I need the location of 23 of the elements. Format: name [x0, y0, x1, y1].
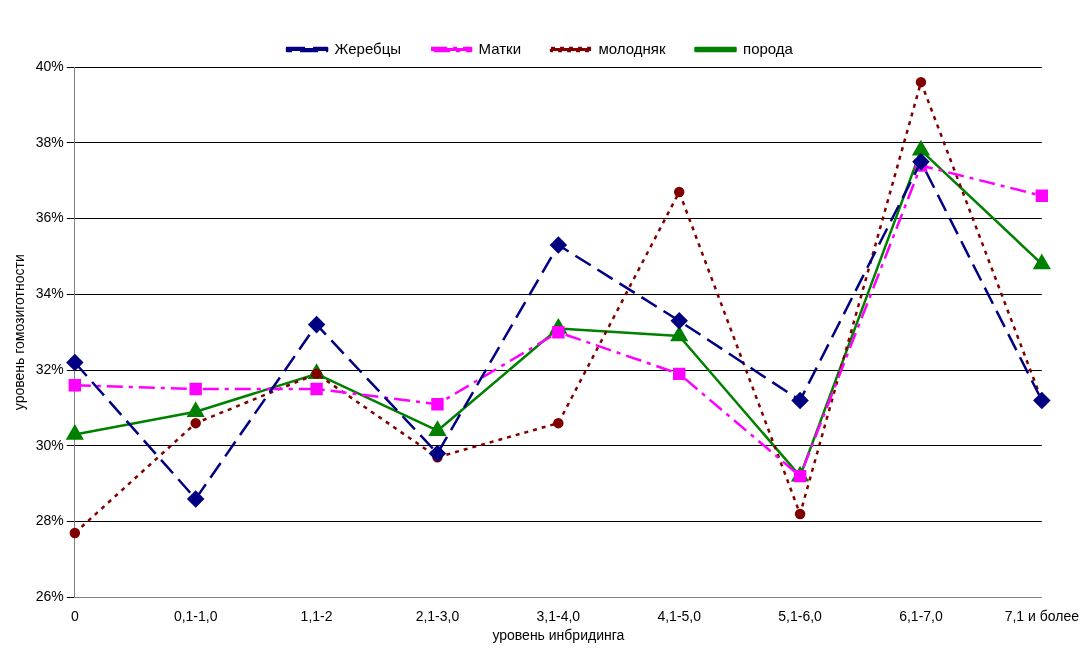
- x-tick-label: 0: [70, 607, 79, 624]
- y-tick-label: 36%: [35, 209, 64, 226]
- y-tick-label: 38%: [35, 133, 64, 150]
- x-tick-label: 1,1-2: [300, 607, 333, 624]
- x-tick-label: 4,1-5,0: [657, 607, 702, 624]
- x-tick-label: 2,1-3,0: [415, 607, 460, 624]
- x-axis-title: уровень инбридинга: [492, 627, 625, 644]
- y-tick-label: 28%: [35, 512, 64, 529]
- y-tick-label: 30%: [35, 436, 64, 453]
- y-tick-label: 32%: [35, 360, 64, 377]
- y-tick-label: 26%: [35, 588, 64, 605]
- x-tick-label: 3,1-4,0: [536, 607, 581, 624]
- y-axis-title: уровень гомозиготности: [11, 254, 28, 411]
- y-tick-label: 34%: [35, 285, 64, 302]
- x-tick-label: 0,1-1,0: [173, 607, 218, 624]
- legend-label: порода: [743, 39, 794, 57]
- legend-label: молодняк: [598, 39, 666, 57]
- x-tick-label: 7,1 и более: [1004, 607, 1080, 624]
- legend-label: Жеребцы: [334, 39, 402, 57]
- x-tick-label: 6,1-7,0: [899, 607, 943, 624]
- legend-label: Матки: [478, 39, 522, 57]
- y-tick-label: 40%: [35, 57, 64, 74]
- x-tick-label: 5,1-6,0: [778, 607, 823, 624]
